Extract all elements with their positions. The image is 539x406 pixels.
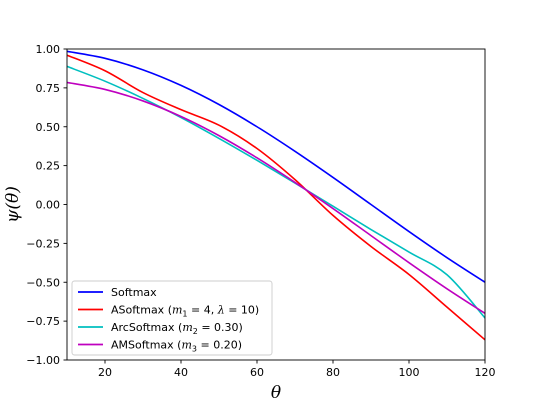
y-tick-label: 0.50 [36,121,61,134]
legend-label-amsoftmax: AMSoftmax (m3 = 0.20) [111,339,242,354]
series-layer [67,50,485,341]
y-tick-label: 0.00 [36,199,61,212]
axes-layer: 20 40 60 80 100 120 −1.00 −0.75 −0.50 −0.25 0.00 0.… [26,43,495,379]
series-line-arcsoftmax [67,65,485,320]
y-tick-label: −0.75 [26,315,60,328]
x-tick-label: 80 [326,366,340,379]
legend-label-softmax: Softmax [111,286,157,299]
x-tick-label: 120 [475,366,496,379]
y-tick-label: 1.00 [36,43,61,56]
x-tick-label: 20 [98,366,112,379]
series-line-amsoftmax [67,81,485,315]
y-tick-label: −1.00 [26,354,60,367]
series-line-asoftmax [67,54,485,341]
y-tick-label: −0.25 [26,237,60,250]
series-line-softmax [67,50,485,284]
x-tick-label: 100 [399,366,420,379]
x-axis-label: θ [271,383,281,403]
y-tick-label: −0.50 [26,276,60,289]
x-tick-label: 40 [174,366,188,379]
legend-label-asoftmax: ASoftmax (m1 = 4, λ = 10) [111,304,259,319]
y-axis-label: ψ(θ) [3,186,23,223]
y-tick-label: 0.25 [36,160,61,173]
legend: Softmax ASoftmax (m1 = 4, λ = 10) ArcSoftm… [71,280,273,356]
x-tick-label: 60 [250,366,264,379]
legend-box [71,280,273,356]
y-tick-label: 0.75 [36,82,61,95]
legend-label-arcsoftmax: ArcSoftmax (m2 = 0.30) [111,321,243,336]
